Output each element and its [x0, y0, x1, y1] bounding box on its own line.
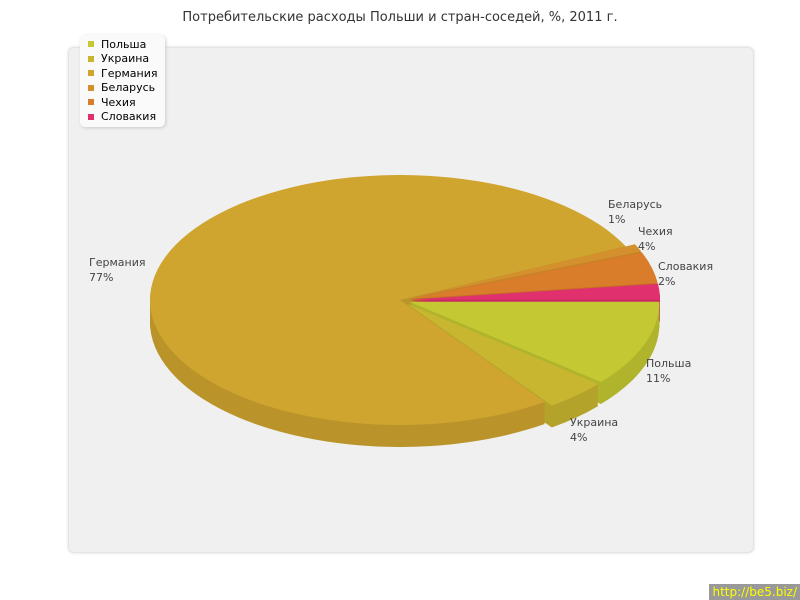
pie-slice-Польша[interactable] — [409, 301, 660, 383]
data-label: Германия — [89, 256, 145, 269]
chart-title: Потребительские расходы Польши и стран-с… — [182, 10, 618, 25]
legend-label: Беларусь — [101, 81, 156, 95]
legend-item[interactable]: Германия — [88, 66, 157, 81]
pie-slice-Беларусь[interactable] — [409, 244, 642, 298]
legend-label: Польша — [101, 37, 147, 51]
data-label: 77% — [89, 271, 113, 284]
legend-item[interactable]: Чехия — [88, 95, 157, 110]
legend: Польша Украина Германия Беларусь Чехия Словак… — [80, 35, 166, 127]
watermark[interactable]: http://be5.biz/ — [709, 584, 800, 600]
data-label: Украина — [570, 416, 618, 429]
legend-swatch — [88, 113, 94, 120]
data-label: 1% — [608, 213, 625, 226]
legend-label: Украина — [101, 52, 150, 66]
legend-swatch — [88, 84, 94, 91]
legend-label: Словакия — [101, 110, 157, 124]
legend-item[interactable]: Польша — [88, 37, 157, 52]
legend-label: Германия — [101, 66, 158, 80]
pie-slice-Словакия[interactable] — [409, 283, 660, 300]
legend-label: Чехия — [101, 95, 136, 109]
legend-item[interactable]: Словакия — [88, 110, 157, 125]
legend-item[interactable]: Украина — [88, 52, 157, 67]
legend-swatch — [88, 55, 94, 62]
data-label: 2% — [658, 275, 675, 288]
data-label: Словакия — [658, 260, 713, 273]
pie-slice-Украина[interactable] — [406, 303, 599, 406]
data-label: Беларусь — [608, 198, 662, 211]
pie-slice-Чехия[interactable] — [409, 252, 658, 299]
data-label: Польша — [646, 357, 691, 370]
legend-swatch — [88, 99, 94, 106]
pie-slice-Германия[interactable] — [149, 175, 626, 426]
data-label: Чехия — [638, 225, 673, 238]
legend-item[interactable]: Беларусь — [88, 81, 157, 96]
data-label: 4% — [638, 240, 655, 253]
data-label: 4% — [570, 431, 587, 444]
legend-swatch — [88, 70, 94, 77]
data-label: 11% — [646, 372, 670, 385]
legend-swatch — [88, 41, 94, 48]
